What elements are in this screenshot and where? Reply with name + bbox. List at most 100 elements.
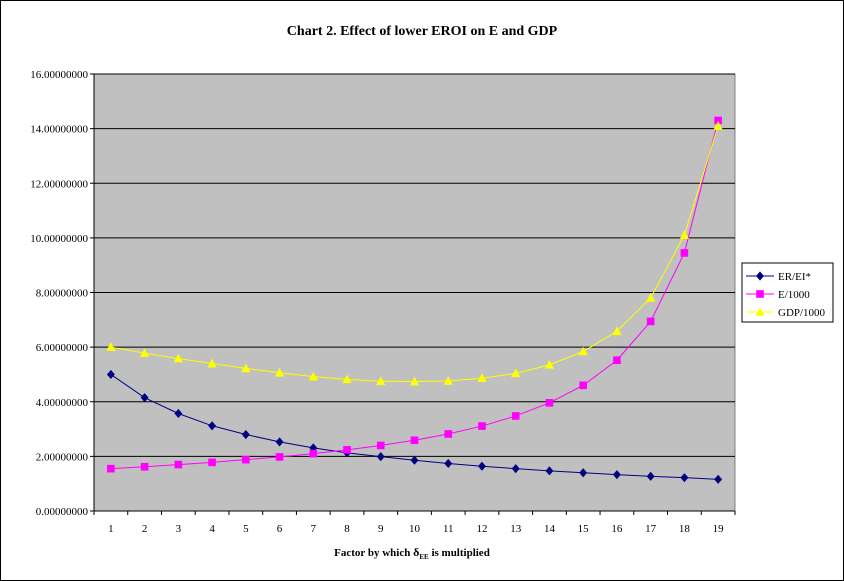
data-point bbox=[342, 374, 352, 384]
data-point bbox=[478, 422, 486, 430]
legend-label: E/1000 bbox=[778, 289, 810, 301]
legend-label: GDP/1000 bbox=[778, 307, 826, 319]
data-point bbox=[714, 474, 723, 484]
data-point bbox=[343, 446, 351, 454]
x-tick-label: 1 bbox=[108, 523, 114, 535]
data-point bbox=[107, 464, 115, 473]
y-tick-label: 10.00000000 bbox=[30, 233, 88, 245]
data-point bbox=[444, 430, 453, 438]
x-tick-label: 3 bbox=[176, 523, 182, 535]
x-tick-label: 11 bbox=[443, 523, 454, 535]
data-point bbox=[713, 121, 723, 130]
y-tick-label: 14.00000000 bbox=[30, 124, 88, 136]
x-tick-label: 13 bbox=[510, 523, 522, 535]
data-point bbox=[680, 249, 689, 257]
data-point bbox=[106, 369, 115, 380]
x-tick-label: 4 bbox=[209, 523, 215, 535]
data-point bbox=[511, 464, 520, 474]
data-point bbox=[646, 317, 655, 326]
data-point bbox=[410, 436, 419, 445]
series-1 bbox=[107, 116, 722, 473]
y-tick-label: 8.00000000 bbox=[36, 288, 89, 300]
series-layer bbox=[106, 116, 723, 484]
data-point bbox=[174, 408, 183, 419]
data-point bbox=[409, 376, 420, 386]
data-point bbox=[477, 373, 487, 383]
y-tick-label: 0.00000000 bbox=[36, 506, 89, 518]
data-point bbox=[241, 363, 251, 373]
y-tick-label: 16.00000000 bbox=[30, 69, 88, 81]
series-2 bbox=[106, 121, 723, 386]
x-tick-label: 14 bbox=[544, 523, 556, 535]
x-tick-label: 18 bbox=[679, 523, 691, 535]
data-point bbox=[376, 441, 385, 450]
data-point bbox=[612, 470, 621, 480]
legend: ER/EI* E/1000 GDP/1000 bbox=[741, 262, 834, 323]
data-point bbox=[612, 326, 622, 336]
data-point bbox=[173, 353, 183, 363]
x-tick-label: 5 bbox=[243, 523, 249, 535]
data-point bbox=[679, 230, 690, 239]
y-tick-label: 4.00000000 bbox=[36, 397, 89, 409]
data-point bbox=[443, 376, 453, 385]
data-point bbox=[579, 381, 587, 390]
data-point bbox=[275, 453, 284, 461]
data-point bbox=[578, 346, 588, 356]
data-point bbox=[275, 437, 284, 447]
data-point bbox=[241, 429, 250, 440]
x-tick-label: 2 bbox=[142, 523, 148, 535]
data-point bbox=[140, 462, 149, 471]
data-point bbox=[208, 421, 217, 431]
data-point bbox=[207, 358, 217, 368]
chart-title: Chart 2. Effect of lower EROI on E and G… bbox=[287, 24, 558, 39]
y-axis-ticks: 0.00000000 2.00000000 4.00000000 6.00000000… bbox=[30, 69, 94, 518]
data-point bbox=[444, 458, 453, 469]
data-point bbox=[680, 473, 689, 483]
data-point bbox=[139, 348, 150, 357]
data-point bbox=[545, 399, 554, 407]
series-0 bbox=[106, 369, 723, 484]
data-point bbox=[308, 371, 318, 381]
data-point bbox=[274, 367, 285, 377]
data-point bbox=[106, 342, 116, 351]
data-point bbox=[309, 449, 318, 458]
legend-marker bbox=[756, 271, 764, 281]
x-tick-label: 7 bbox=[311, 523, 317, 535]
x-axis-label: Factor by which δEE is multiplied bbox=[334, 545, 490, 561]
data-point bbox=[545, 466, 554, 476]
data-point bbox=[410, 455, 419, 465]
y-tick-label: 6.00000000 bbox=[36, 342, 89, 354]
x-tick-label: 17 bbox=[645, 523, 657, 535]
data-point bbox=[478, 461, 486, 471]
x-tick-label: 16 bbox=[611, 523, 623, 535]
legend-entry: ER/EI* bbox=[746, 271, 811, 283]
x-tick-label: 12 bbox=[476, 523, 487, 535]
data-point bbox=[376, 452, 385, 462]
data-point bbox=[511, 368, 521, 378]
x-tick-label: 9 bbox=[378, 523, 384, 535]
data-point bbox=[544, 360, 555, 369]
data-point bbox=[646, 471, 655, 481]
x-tick-label: 6 bbox=[277, 523, 283, 535]
data-point bbox=[613, 356, 621, 365]
y-tick-label: 2.00000000 bbox=[36, 451, 89, 463]
y-tick-label: 12.00000000 bbox=[30, 178, 88, 190]
data-point bbox=[140, 393, 149, 403]
x-tick-label: 8 bbox=[344, 523, 350, 535]
x-axis-ticks: 1 2 3 4 5 6 7 8 9 10 11 12 13 14 15 16 17 18 19 bbox=[93, 511, 736, 535]
data-point bbox=[376, 376, 386, 386]
data-point bbox=[579, 468, 588, 478]
data-point bbox=[646, 293, 656, 302]
data-point bbox=[174, 460, 183, 469]
legend-marker bbox=[756, 290, 764, 298]
data-point bbox=[242, 455, 250, 464]
legend-entry: GDP/1000 bbox=[746, 307, 826, 319]
x-tick-label: 10 bbox=[409, 523, 421, 535]
legend-label: ER/EI* bbox=[778, 271, 811, 283]
legend-entry: E/1000 bbox=[746, 289, 810, 301]
x-tick-label: 15 bbox=[578, 523, 590, 535]
data-point bbox=[511, 412, 520, 420]
legend-marker bbox=[755, 307, 765, 316]
data-point bbox=[208, 458, 216, 467]
